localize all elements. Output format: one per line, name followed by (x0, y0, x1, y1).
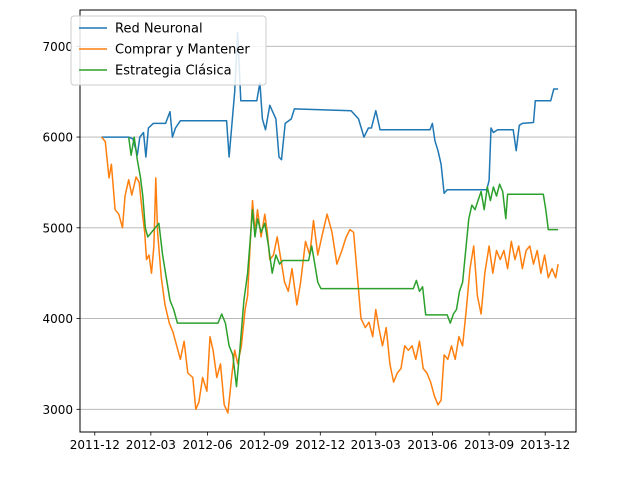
y-tick-label: 4000 (42, 312, 73, 326)
legend-label: Estrategia Clásica (115, 64, 232, 79)
plot-frame (79, 9, 577, 433)
legend: Red Neuronal Comprar y Mantener Estrategia… (70, 15, 267, 86)
y-tick-label: 5000 (42, 221, 73, 235)
x-tick-label: 2013-09 (464, 438, 514, 452)
series-line-1 (101, 31, 559, 195)
y-axis: 3000 4000 5000 6000 7000 (42, 40, 80, 417)
series-line-3 (127, 136, 559, 388)
x-tick-label: 2013-12 (520, 438, 570, 452)
legend-label: Comprar y Mantener (115, 43, 250, 58)
x-tick-label: 2012-03 (126, 438, 176, 452)
x-axis: 2011-12 2012-03 2012-06 2012-09 2012-12 2013-… (70, 432, 570, 452)
gridlines (80, 45, 576, 410)
y-tick-label: 7000 (42, 40, 73, 54)
series-lines (101, 31, 559, 414)
x-tick-label: 2012-09 (239, 438, 289, 452)
y-tick-label: 6000 (42, 131, 73, 145)
x-tick-label: 2012-06 (182, 438, 232, 452)
x-tick-label: 2011-12 (70, 438, 120, 452)
x-tick-label: 2013-06 (407, 438, 457, 452)
x-tick-label: 2013-03 (351, 438, 401, 452)
legend-box (70, 15, 267, 86)
series-line-2 (101, 136, 559, 414)
legend-label: Red Neuronal (115, 22, 203, 37)
x-tick-label: 2012-12 (295, 438, 345, 452)
y-tick-label: 3000 (42, 403, 73, 417)
